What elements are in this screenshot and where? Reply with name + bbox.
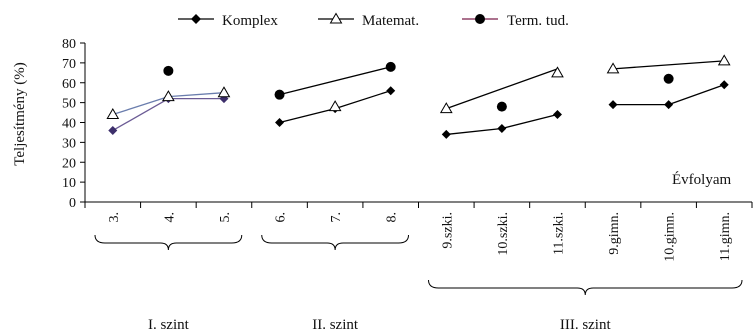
group-braces: I. szint II. szint III. szint bbox=[94, 234, 743, 333]
series-lines bbox=[112, 60, 725, 136]
legend-item-komplex: Komplex bbox=[178, 13, 278, 29]
x-axis-title: Évfolyam bbox=[672, 171, 731, 188]
group-brace bbox=[94, 234, 243, 251]
x-ticks bbox=[84, 202, 753, 208]
legend-marker-komplex bbox=[191, 14, 201, 24]
point-komplex bbox=[275, 118, 285, 127]
y-tick-label: 0 bbox=[69, 196, 76, 211]
y-axis-title: Teljesítmény (%) bbox=[12, 62, 28, 166]
point-matemat bbox=[328, 100, 342, 112]
y-tick-label: 30 bbox=[62, 136, 76, 151]
x-tick-label: 10.szki. bbox=[496, 212, 511, 256]
y-tick-label: 10 bbox=[62, 176, 76, 191]
trend-line bbox=[446, 68, 558, 110]
trend-line bbox=[612, 60, 725, 70]
point-komplex bbox=[497, 123, 507, 133]
x-tick-label: 6. bbox=[274, 212, 289, 223]
legend-label-term-tud: Term. tud. bbox=[507, 13, 569, 29]
x-tick-labels: 3. 4. 5. 6. 7. 8. 9.szki. 10.szki. 11.szki. 9.gim… bbox=[107, 212, 733, 262]
point-matemat bbox=[217, 86, 231, 98]
point-matemat bbox=[551, 66, 564, 78]
legend: Komplex Matemat. Term. tud. bbox=[178, 12, 569, 29]
x-tick-label: 7. bbox=[329, 212, 344, 223]
point-komplex bbox=[441, 129, 451, 139]
legend-label-matemat: Matemat. bbox=[362, 13, 419, 29]
point-matemat bbox=[162, 90, 175, 102]
point-matemat bbox=[606, 62, 620, 74]
series-line-segment bbox=[112, 96, 169, 116]
series-markers bbox=[106, 54, 731, 139]
point-term-tud bbox=[663, 73, 674, 84]
trend-line bbox=[279, 66, 391, 96]
x-tick-label: 8. bbox=[385, 212, 400, 223]
point-komplex bbox=[608, 100, 618, 110]
x-tick-label: 5. bbox=[218, 212, 233, 223]
series-line-segment bbox=[112, 98, 169, 132]
y-tick-label: 70 bbox=[62, 57, 76, 72]
legend-item-term-tud: Term. tud. bbox=[462, 13, 569, 29]
group-brace bbox=[261, 234, 409, 251]
x-tick-label: 3. bbox=[107, 212, 122, 223]
point-komplex bbox=[719, 80, 729, 90]
point-term-tud bbox=[163, 65, 174, 76]
y-tick-label: 20 bbox=[62, 156, 76, 171]
point-komplex bbox=[108, 125, 118, 135]
x-tick-label: 11.szki. bbox=[551, 212, 566, 255]
y-ticks: 0 10 20 30 40 50 60 70 80 bbox=[62, 37, 85, 211]
series-line-segment bbox=[446, 127, 502, 136]
y-tick-label: 80 bbox=[62, 37, 76, 52]
group-brace bbox=[428, 279, 743, 296]
series-line-segment bbox=[501, 113, 558, 130]
series-line-segment bbox=[168, 92, 225, 98]
point-matemat bbox=[439, 102, 453, 114]
point-term-tud bbox=[496, 101, 507, 112]
point-term-tud bbox=[385, 61, 396, 72]
point-komplex bbox=[664, 100, 674, 110]
y-tick-label: 40 bbox=[62, 117, 76, 132]
point-matemat bbox=[717, 54, 731, 66]
series-line-segment bbox=[668, 84, 725, 106]
x-tick-label: 10.gimn. bbox=[663, 212, 678, 262]
legend-label-komplex: Komplex bbox=[222, 13, 278, 29]
point-term-tud bbox=[274, 89, 285, 100]
x-tick-label: 4. bbox=[162, 212, 177, 223]
x-tick-label: 9.szki. bbox=[440, 212, 455, 249]
x-tick-label: 11.gimn. bbox=[718, 212, 733, 261]
y-tick-label: 50 bbox=[62, 97, 76, 112]
legend-marker-term-tud bbox=[475, 14, 485, 24]
point-komplex bbox=[386, 86, 396, 96]
x-tick-label: 9.gimn. bbox=[607, 212, 622, 255]
point-komplex bbox=[552, 110, 562, 120]
point-matemat bbox=[106, 108, 120, 120]
legend-item-matemat: Matemat. bbox=[318, 12, 419, 29]
series-line-segment bbox=[334, 90, 391, 110]
group-label: I. szint bbox=[148, 317, 190, 333]
group-label: III. szint bbox=[560, 317, 612, 333]
group-label: II. szint bbox=[312, 317, 359, 333]
y-tick-label: 60 bbox=[62, 77, 76, 92]
legend-marker-matemat bbox=[329, 12, 343, 24]
series-line-segment bbox=[279, 107, 336, 124]
